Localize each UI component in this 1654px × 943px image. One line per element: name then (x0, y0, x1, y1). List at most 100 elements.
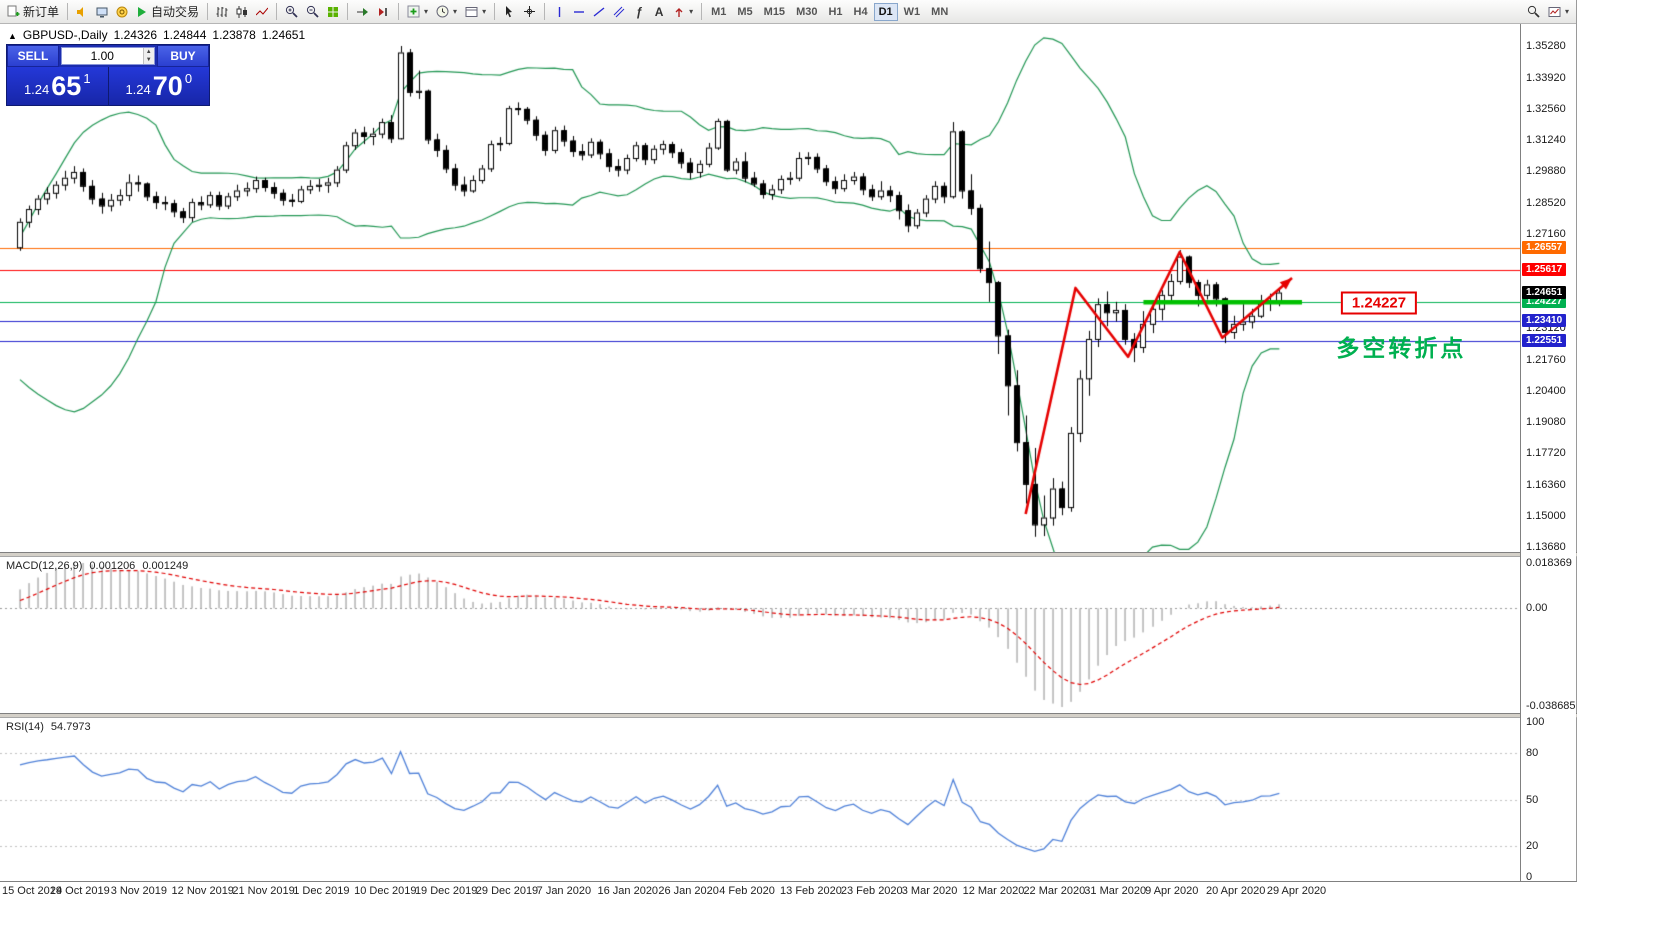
ohlc-close: 1.24651 (261, 28, 306, 42)
ohlc-low: 1.23878 (212, 28, 256, 42)
community-button[interactable] (112, 2, 132, 22)
buy-button[interactable]: BUY (157, 45, 209, 67)
auto-scroll-button[interactable] (352, 2, 373, 22)
volume-down-icon[interactable]: ▼ (143, 56, 154, 64)
window-splitter[interactable] (0, 713, 1577, 718)
timeframe-w1[interactable]: W1 (903, 5, 921, 18)
terminal-button[interactable] (92, 2, 112, 22)
cursor-button[interactable] (499, 2, 519, 22)
fibonacci-button[interactable]: ƒ (629, 2, 649, 22)
macd-canvas[interactable] (0, 557, 1520, 713)
macd-name: MACD(12,26,9) (6, 560, 83, 572)
buy-price[interactable]: 1.24 70 0 (107, 67, 209, 105)
horizontal-line-button[interactable] (569, 2, 589, 22)
macd-panel: MACD(12,26,9) 0.001206 0.001249 (0, 557, 1520, 713)
price-axis-label: 50 (1526, 793, 1539, 806)
zoom-in-button[interactable] (281, 2, 302, 22)
date-axis-label: 31 Mar 2020 (1084, 885, 1147, 897)
timeframe-h4[interactable]: H4 (853, 5, 868, 18)
new-chart-icon (1548, 6, 1561, 18)
sell-price[interactable]: 1.24 65 1 (7, 67, 108, 105)
chart-shift-button[interactable] (373, 2, 394, 22)
date-axis-label: 29 Dec 2019 (475, 885, 539, 897)
text-label-button[interactable]: A (649, 2, 669, 22)
ohlc-info-line: ▲ GBPUSD-,Daily 1.24326 1.24844 1.23878 1.246… (8, 28, 311, 42)
price-axis-label: 1.19080 (1526, 415, 1566, 428)
price-axis-label: 100 (1526, 716, 1545, 728)
date-axis-label: 21 Nov 2019 (232, 885, 295, 897)
cursor-icon (503, 5, 515, 18)
one-click-trading-panel: SELL ▲ ▼ BUY 1.24 65 1 1.24 (6, 44, 210, 106)
rsi-canvas[interactable] (0, 718, 1520, 881)
timeframe-h1[interactable]: H1 (828, 5, 843, 18)
macd-label: MACD(12,26,9) 0.001206 0.001249 (6, 560, 195, 572)
rsi-panel: RSI(14) 54.7973 (0, 718, 1520, 881)
rsi-label: RSI(14) 54.7973 (6, 721, 98, 733)
date-axis[interactable]: 15 Oct 2019 24 Oct 2019 3 Nov 2019 12 Nov 2… (0, 881, 1577, 899)
vertical-line-button[interactable] (549, 2, 569, 22)
date-axis-label: 12 Nov 2019 (171, 885, 234, 897)
volume-input[interactable] (62, 48, 143, 64)
price-axis-label: 1.21760 (1526, 353, 1566, 366)
indicators-button[interactable]: ▾ (403, 2, 432, 22)
new-chart-button[interactable]: ▾ (1544, 2, 1573, 22)
timeframe-m15[interactable]: M15 (763, 5, 786, 18)
timeframe-m1[interactable]: M1 (711, 5, 727, 18)
bar-chart-icon (216, 6, 228, 18)
price-axis-label: 1.28520 (1526, 196, 1566, 209)
turning-point-note[interactable]: 多空转折点 (1336, 334, 1467, 361)
price-axis-label: 1.20400 (1526, 385, 1566, 398)
timeframe-mn[interactable]: MN (931, 5, 949, 18)
ohlc-high: 1.24844 (163, 28, 207, 42)
chart-shift-icon (377, 6, 390, 18)
candlestick-chart-button[interactable] (232, 2, 252, 22)
bar-chart-button[interactable] (212, 2, 232, 22)
new-order-icon (7, 5, 20, 18)
autotrade-label: 自动交易 (151, 5, 200, 19)
trendline-button[interactable] (589, 2, 609, 22)
price-callout-label[interactable]: 1.24227 (1340, 291, 1418, 315)
line-chart-icon (256, 6, 269, 18)
crosshair-button[interactable] (519, 2, 540, 22)
autotrade-button[interactable]: 自动交易 (132, 2, 203, 22)
channel-button[interactable] (609, 2, 629, 22)
price-tag: 1.24651 (1522, 285, 1567, 299)
tile-windows-button[interactable] (323, 2, 343, 22)
price-tag: 1.23410 (1522, 314, 1567, 328)
search-button[interactable] (1523, 2, 1544, 22)
new-order-button[interactable]: 新订单 (3, 2, 63, 22)
chevron-down-icon: ▾ (482, 7, 487, 16)
line-chart-button[interactable] (252, 2, 272, 22)
timeframe-m5[interactable]: M5 (737, 5, 753, 18)
price-axis-label: 1.13680 (1526, 541, 1566, 553)
symbol-title: GBPUSD-,Daily (22, 28, 108, 42)
price-axis-label: 1.35280 (1526, 40, 1566, 52)
sound-button[interactable] (72, 2, 92, 22)
main-chart-canvas[interactable] (0, 24, 1520, 552)
date-axis-label: 16 Jan 2020 (597, 885, 659, 897)
window-splitter[interactable] (0, 552, 1577, 557)
trade-panel-collapse-icon[interactable]: ▲ (8, 31, 17, 41)
price-axis-label: 1.29880 (1526, 165, 1566, 178)
zoom-out-button[interactable] (302, 2, 323, 22)
price-axis[interactable]: 1.35280 1.33920 1.32560 1.31240 1.29880 1.285… (1520, 24, 1576, 899)
timeframe-d1[interactable]: D1 (873, 2, 898, 21)
date-axis-label: 12 Mar 2020 (962, 885, 1025, 897)
date-axis-label: 7 Jan 2020 (536, 885, 592, 897)
date-axis-label: 24 Oct 2019 (49, 885, 110, 897)
price-axis-label: 1.27160 (1526, 228, 1566, 241)
templates-icon (465, 6, 478, 18)
price-tag: 1.22551 (1522, 334, 1567, 348)
price-tag: 1.24227 (1522, 295, 1567, 309)
sell-price-prefix: 1.24 (23, 81, 50, 97)
sell-button[interactable]: SELL (7, 45, 59, 67)
sell-price-point: 1 (83, 71, 91, 86)
buy-price-prefix: 1.24 (125, 81, 151, 97)
templates-button[interactable]: ▾ (461, 2, 490, 22)
timeframe-m30[interactable]: M30 (796, 5, 818, 18)
arrows-object-button[interactable]: ▾ (669, 2, 697, 22)
volume-up-icon[interactable]: ▲ (143, 48, 154, 56)
price-axis-label: 0.00 (1526, 602, 1548, 615)
periods-button[interactable]: ▾ (432, 2, 461, 22)
rsi-value: 54.7973 (50, 721, 91, 733)
